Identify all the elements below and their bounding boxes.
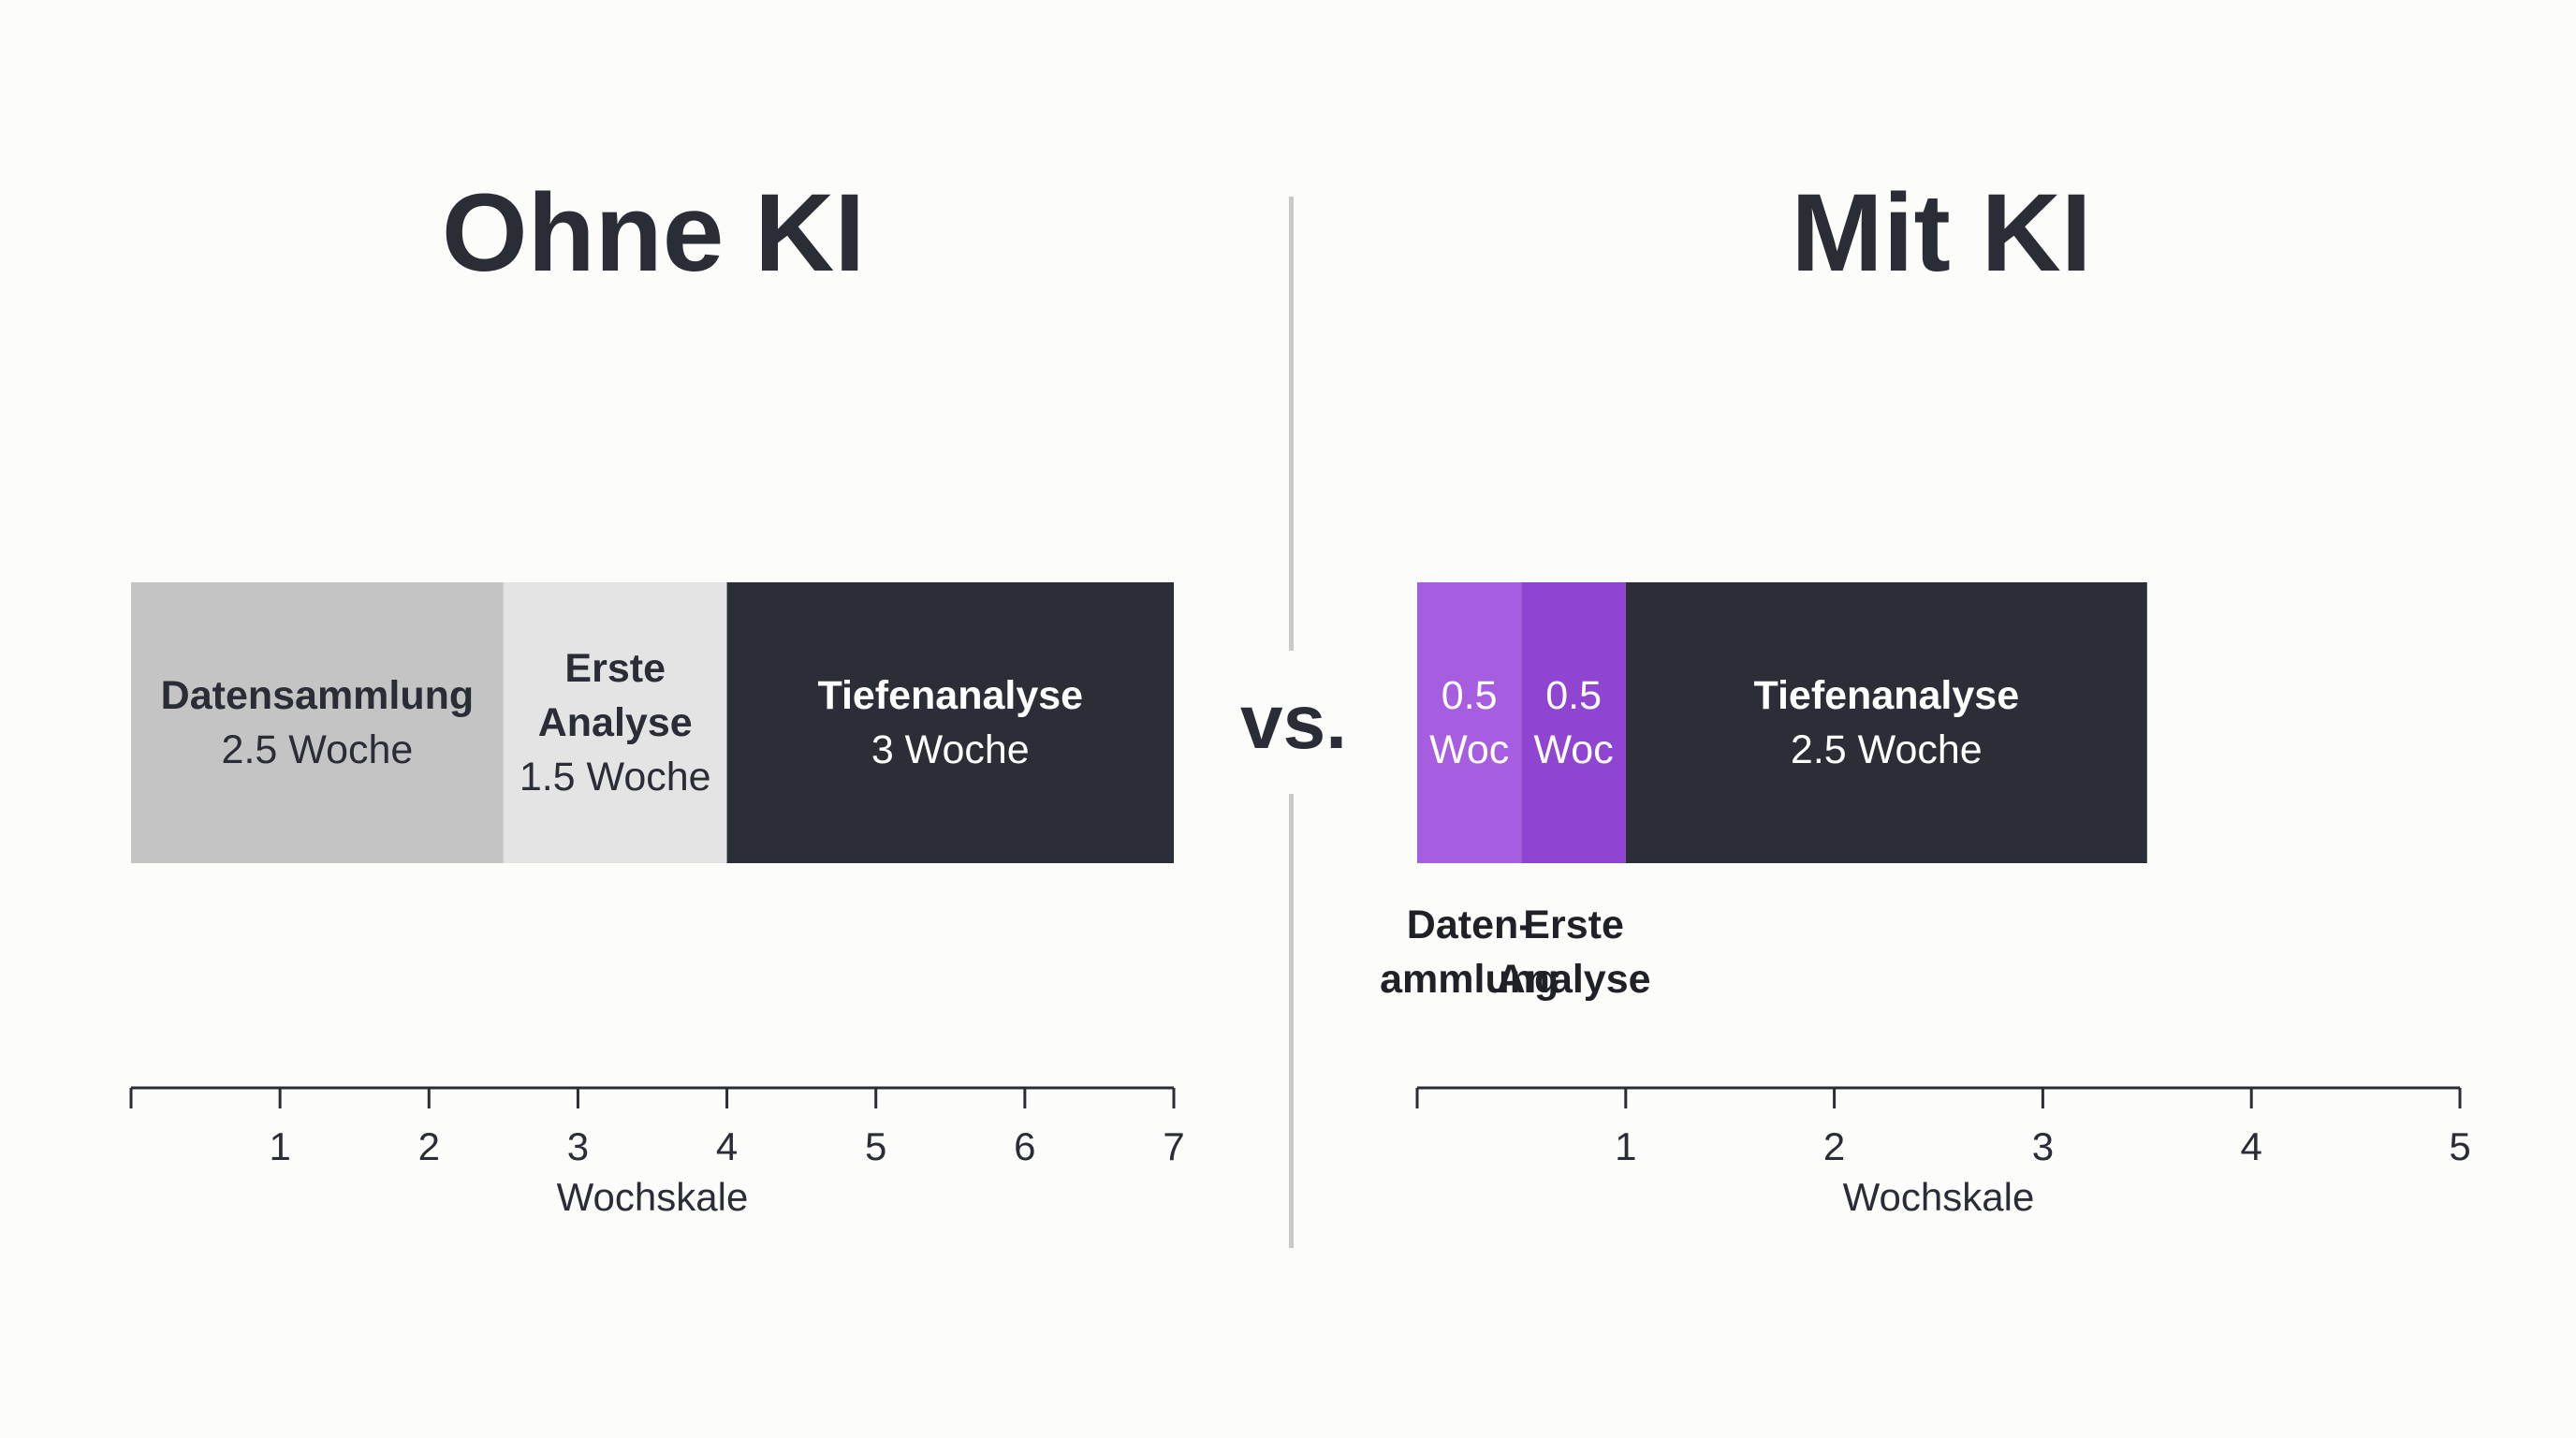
segment-name-label: Tiefenanalyse [817, 673, 1083, 718]
segment-value-label: Woc [1533, 727, 1613, 772]
chart-mit-ki: 0.5 Woc Daten-ammlung 0.5 Woc Erste Analyse Tie… [1380, 582, 2471, 1219]
segment-value-label: Woc [1429, 727, 1509, 772]
segment-name-label: Datensammlung [161, 673, 475, 718]
x-tick-label: 2 [418, 1124, 440, 1168]
x-tick-label: 3 [567, 1124, 589, 1168]
x-tick-label: 2 [1823, 1124, 1845, 1168]
segment-name-label: Analyse [1497, 957, 1651, 1002]
x-tick-label: 4 [716, 1124, 738, 1168]
segment-value-label: 2.5 Woche [222, 727, 414, 772]
bar-segment-datensammlung [131, 582, 504, 863]
segment-name-label: Erste [1523, 902, 1624, 947]
segment-name-label: Analyse [538, 700, 693, 745]
x-tick-label: 6 [1014, 1124, 1035, 1168]
x-tick-label: 4 [2241, 1124, 2262, 1168]
chart-title-ohne-ki: Ohne KI [441, 171, 866, 295]
chart-ohne-ki: Datensammlung 2.5 Woche Erste Analyse 1.5 Wo… [129, 582, 1185, 1219]
segment-name-label: Erste [564, 646, 666, 691]
x-tick-label: 1 [269, 1124, 290, 1168]
x-tick-label: 5 [865, 1124, 886, 1168]
segment-value-label: 2.5 Woche [1791, 727, 1983, 772]
segment-name-label: Daten- [1407, 902, 1532, 947]
segment-value-label: 0.5 [1442, 673, 1498, 718]
vs-label: vs. [1240, 680, 1347, 765]
x-tick-label: 1 [1615, 1124, 1636, 1168]
bar-segment-tiefenanalyse [726, 582, 1174, 863]
x-tick-label: 5 [2449, 1124, 2470, 1168]
x-axis-label: Wochskale [557, 1175, 749, 1219]
segment-value-label: 1.5 Woche [520, 755, 711, 800]
bar-segment-erste-analyse [1521, 582, 1626, 863]
segment-value-label: 3 Woche [871, 727, 1030, 772]
divider-line-top [1289, 197, 1294, 651]
x-tick-label: 3 [2032, 1124, 2054, 1168]
chart-title-mit-ki: Mit KI [1791, 171, 2092, 295]
x-tick-label: 7 [1163, 1124, 1184, 1168]
segment-name-label: Tiefenanalyse [1753, 673, 2019, 718]
bar-segment-daten-ammlung [1417, 582, 1522, 863]
divider-line-bottom [1289, 794, 1294, 1248]
bar-segment-tiefenanalyse [1625, 582, 2147, 863]
bar-segment-erste-analyse [503, 582, 727, 863]
segment-value-label: 0.5 [1545, 673, 1602, 718]
x-axis-label: Wochskale [1843, 1175, 2035, 1219]
segment-name-label: ammlung [1380, 957, 1559, 1002]
